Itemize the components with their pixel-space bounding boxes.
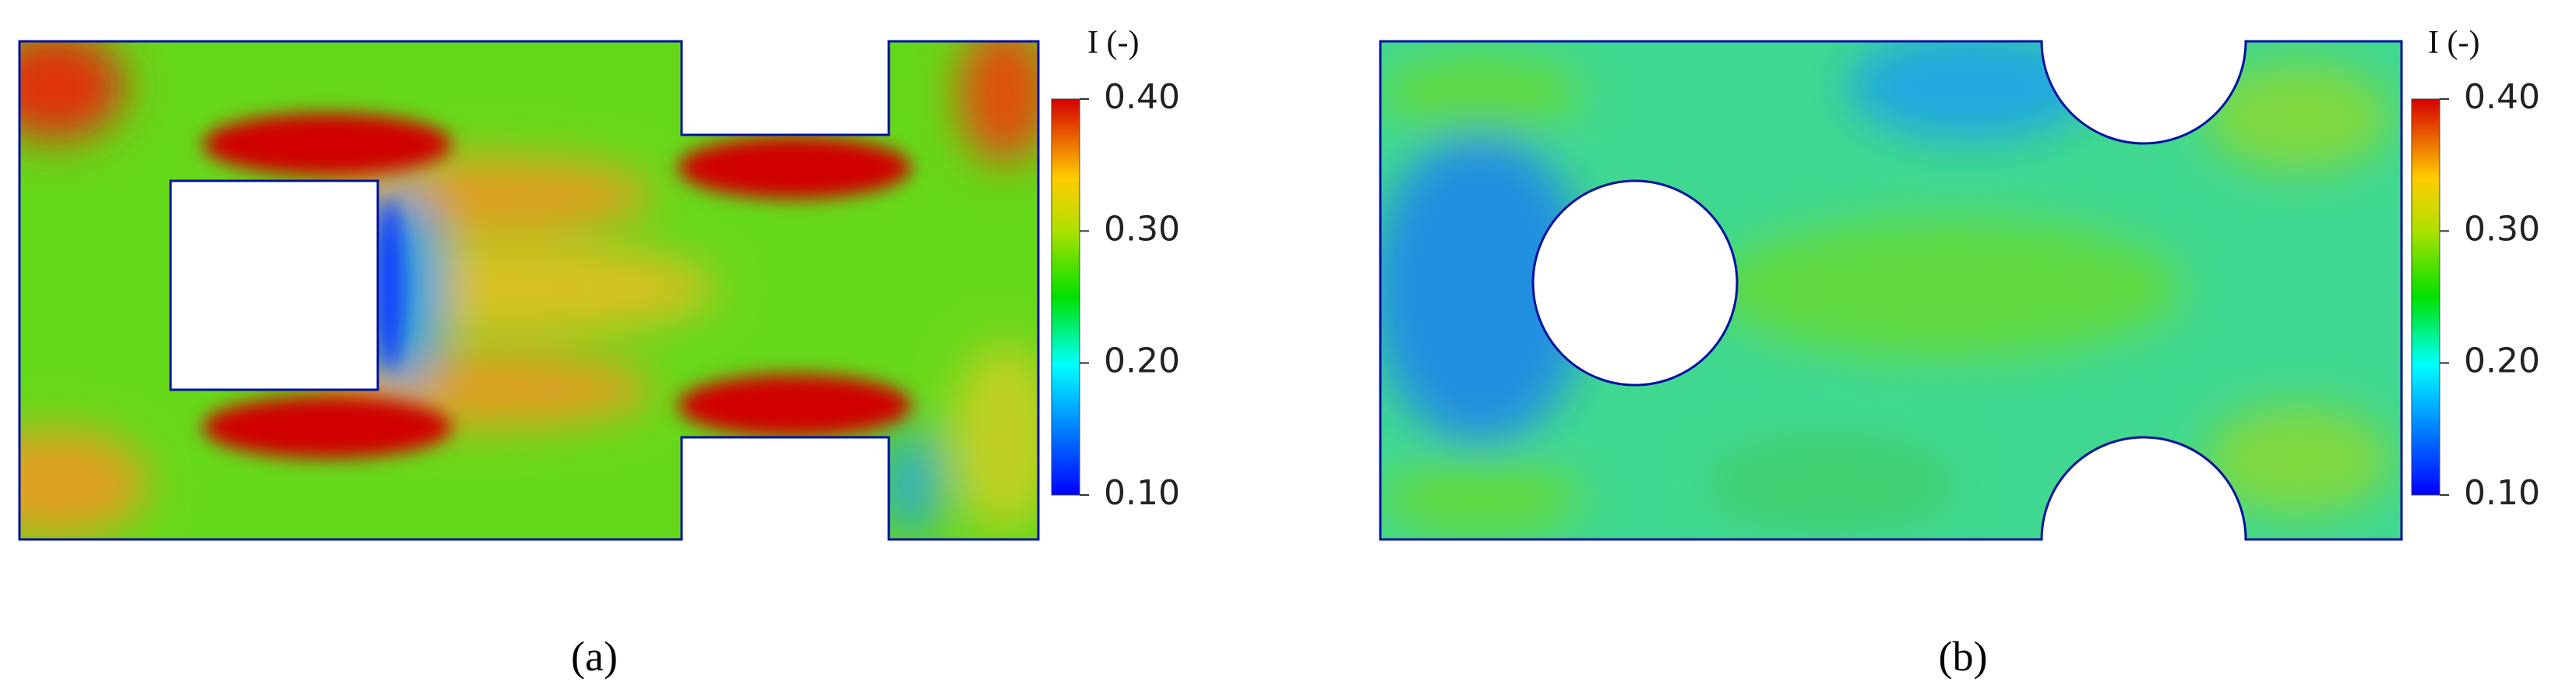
colorbar-tick-label: 0.40 <box>2464 77 2540 117</box>
domain-outline <box>18 40 1040 541</box>
colorbar-tick-label: 0.30 <box>2464 209 2540 249</box>
field-a <box>0 23 1059 539</box>
colorbar-tick-label: 0.30 <box>1104 209 1180 249</box>
colorbar-tick-label: 0.20 <box>1104 341 1180 381</box>
colorbar-tick-label: 0.20 <box>2464 341 2540 381</box>
field-b <box>1371 31 2402 539</box>
colorbar-title: I (-) <box>1087 25 1139 61</box>
colorbar-tick-label: 0.10 <box>2464 473 2540 513</box>
colorbar-tick-label: 0.10 <box>1104 473 1180 513</box>
panel-label: (b) <box>1939 633 1988 680</box>
panel-label: (a) <box>571 633 618 680</box>
hole-outline <box>1531 179 1739 387</box>
colorbar <box>1051 98 1080 496</box>
colorbar <box>2411 98 2440 496</box>
domain-outline <box>1379 40 2403 541</box>
colorbar-tick-label: 0.40 <box>1104 77 1180 117</box>
colorbar-title: I (-) <box>2428 25 2479 61</box>
